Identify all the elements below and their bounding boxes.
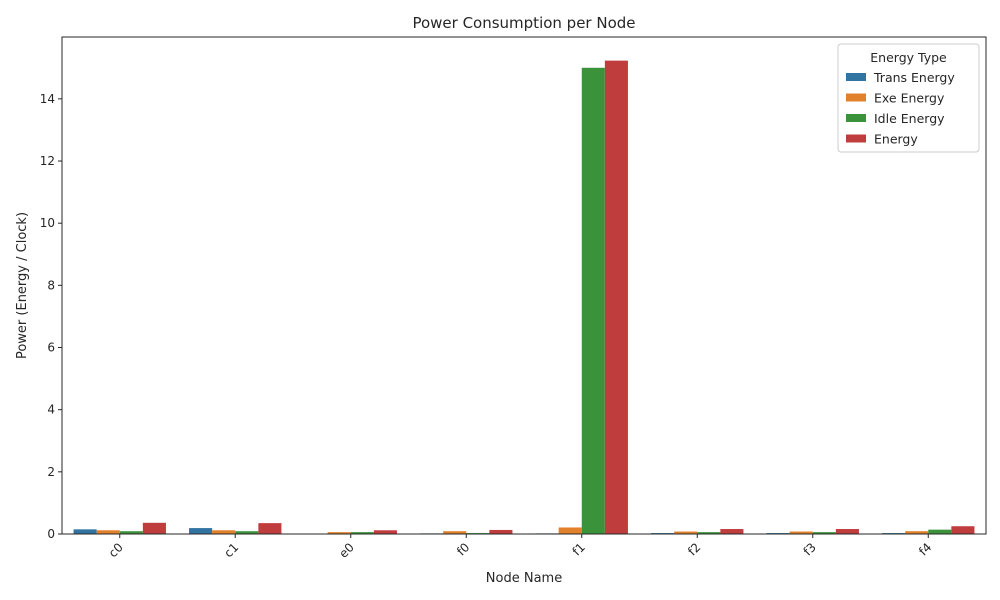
bar-f1-idle-energy <box>581 67 605 534</box>
bar-f1-exe-energy <box>558 527 582 534</box>
x-tick-label: f0 <box>454 540 472 558</box>
y-tick-label: 4 <box>47 403 55 417</box>
y-axis: 0 2 4 6 8 10 12 14 <box>40 92 62 541</box>
bar-f2-energy <box>720 529 744 534</box>
bar-c0-trans-energy <box>73 529 97 534</box>
bar-f3-energy <box>835 529 859 534</box>
bar-c1-idle-energy <box>235 531 259 534</box>
legend-swatch <box>846 114 866 122</box>
bar-f1-energy <box>604 60 628 535</box>
legend-entry-label: Energy <box>874 132 918 147</box>
y-tick-label: 2 <box>47 465 55 479</box>
legend-title: Energy Type <box>870 50 947 65</box>
legend: Energy Type Trans Energy Exe Energy Idle E… <box>837 43 980 153</box>
legend-items: Trans Energy Exe Energy Idle Energy Energy <box>846 70 955 147</box>
bar-c1-energy <box>258 523 282 534</box>
x-axis-label: Node Name <box>486 571 562 586</box>
bar-e0-idle-energy <box>350 532 374 534</box>
legend-entry-label: Idle Energy <box>874 111 945 126</box>
x-tick-label: e0 <box>336 540 357 561</box>
bar-f4-energy <box>951 526 975 534</box>
bars-group <box>73 60 975 535</box>
legend-swatch <box>846 73 866 81</box>
legend-swatch <box>846 93 866 102</box>
bar-f2-idle-energy <box>697 532 721 534</box>
x-tick-label: f4 <box>916 540 934 558</box>
bar-c1-trans-energy <box>189 528 213 534</box>
y-tick-label: 14 <box>40 92 55 106</box>
y-tick-label: 8 <box>47 278 55 292</box>
legend-entry-label: Exe Energy <box>874 91 945 106</box>
bar-c0-energy <box>142 522 166 534</box>
bar-e0-energy <box>373 530 397 534</box>
bar-c0-exe-energy <box>96 530 120 534</box>
bar-c1-exe-energy <box>212 530 236 534</box>
y-tick-label: 0 <box>47 527 55 541</box>
bar-f0-energy <box>489 529 513 534</box>
bar-f4-exe-energy <box>905 531 929 534</box>
chart-title: Power Consumption per Node <box>412 14 635 32</box>
y-tick-label: 6 <box>47 341 55 355</box>
y-tick-label: 12 <box>40 154 55 168</box>
plot-frame <box>61 36 987 535</box>
y-tick-label: 10 <box>40 216 55 230</box>
x-axis: c0 c1 e0 f0 f1 f2 f3 f4 <box>106 534 934 561</box>
x-tick-label: f2 <box>685 540 703 558</box>
x-tick-label: f1 <box>570 540 588 558</box>
bar-e0-exe-energy <box>327 532 351 534</box>
legend-entry-label: Trans Energy <box>873 70 955 85</box>
x-tick-label: f3 <box>801 540 819 558</box>
bar-f3-idle-energy <box>812 532 836 534</box>
legend-swatch <box>846 134 866 143</box>
bar-f0-exe-energy <box>443 531 467 534</box>
x-tick-label: c1 <box>221 540 241 560</box>
x-tick-label: c0 <box>106 540 126 560</box>
y-axis-label: Power (Energy / Clock) <box>15 212 30 359</box>
bar-c0-idle-energy <box>119 531 143 534</box>
bar-f4-idle-energy <box>928 529 952 534</box>
bar-f3-exe-energy <box>789 531 813 534</box>
bar-f2-exe-energy <box>674 531 698 534</box>
legend-box <box>837 43 980 153</box>
